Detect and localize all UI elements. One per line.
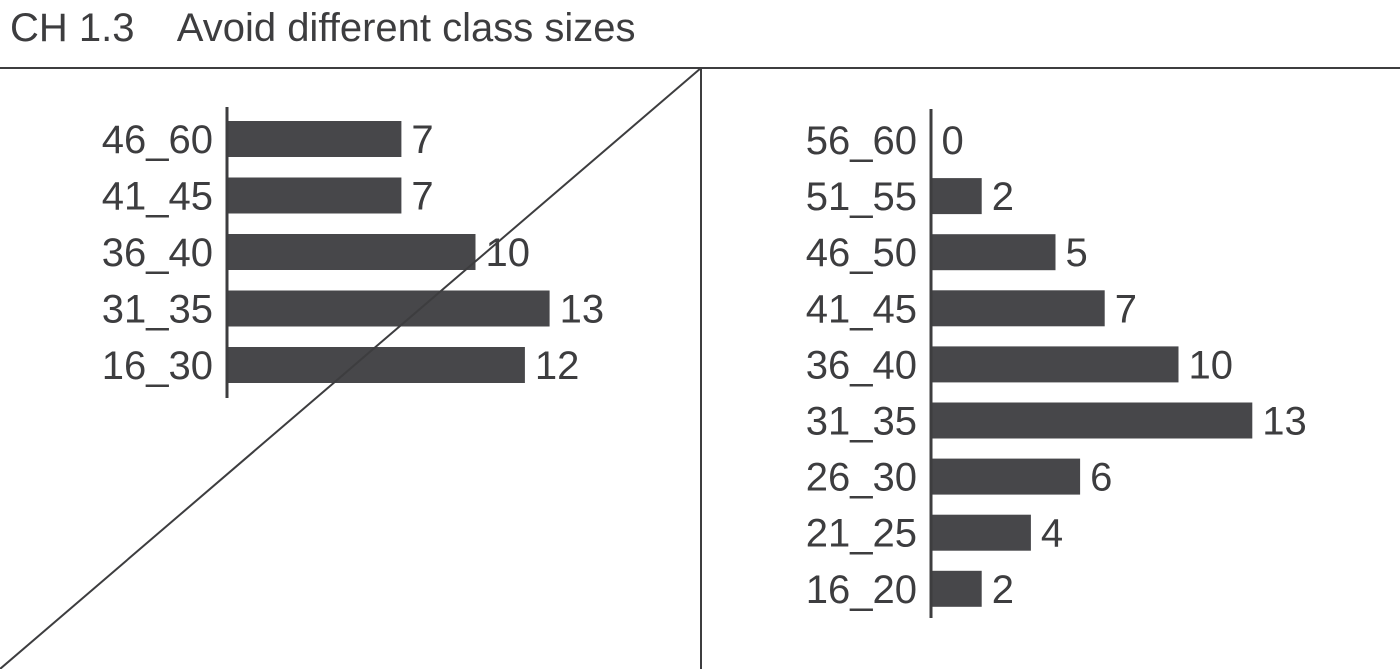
category-label-26_30: 26_30 (806, 456, 917, 500)
cross-out-line (0, 67, 702, 669)
bar-31_35 (932, 402, 1253, 439)
bad-chart-different-class-sizes: 46_60 7 41_45 7 36_40 10 31_35 13 16_30 12 (102, 107, 604, 398)
value-label-41_45: 7 (1115, 287, 1137, 331)
page-title: CH 1.3 Avoid different class sizes (10, 6, 636, 50)
value-label-31_35: 13 (1262, 400, 1307, 444)
value-label-41_45: 7 (411, 175, 433, 219)
bar-41_45 (932, 290, 1105, 327)
bar-41_45 (228, 177, 402, 214)
bar-16_30 (228, 347, 525, 383)
bar-36_40 (228, 234, 476, 270)
category-label-41_45: 41_45 (102, 175, 213, 219)
value-label-36_40: 10 (486, 231, 531, 275)
category-label-31_35: 31_35 (806, 400, 917, 444)
value-label-31_35: 13 (560, 288, 605, 332)
category-label-21_25: 21_25 (806, 512, 917, 556)
value-label-46_50: 5 (1066, 231, 1088, 275)
category-label-41_45: 41_45 (806, 287, 917, 331)
category-label-16_30: 16_30 (102, 344, 213, 388)
category-label-51_55: 51_55 (806, 175, 917, 219)
bar-16_20 (932, 570, 982, 607)
value-label-26_30: 6 (1090, 456, 1112, 500)
bar-26_30 (932, 458, 1081, 495)
bar-51_55 (932, 178, 982, 215)
category-label-46_60: 46_60 (102, 118, 213, 162)
value-label-56_60: 0 (942, 119, 964, 163)
value-label-51_55: 2 (992, 175, 1014, 219)
value-label-21_25: 4 (1041, 512, 1063, 556)
category-label-16_20: 16_20 (806, 568, 917, 612)
value-label-16_30: 12 (535, 344, 580, 388)
value-label-16_20: 2 (992, 568, 1014, 612)
bar-21_25 (932, 514, 1031, 551)
bar-46_60 (228, 121, 402, 157)
category-label-36_40: 36_40 (806, 343, 917, 387)
category-label-56_60: 56_60 (806, 119, 917, 163)
bar-36_40 (932, 346, 1179, 383)
value-label-36_40: 10 (1189, 343, 1234, 387)
category-label-46_50: 46_50 (806, 231, 917, 275)
value-label-46_60: 7 (411, 118, 433, 162)
category-label-31_35: 31_35 (102, 288, 213, 332)
bar-46_50 (932, 234, 1056, 271)
category-label-36_40: 36_40 (102, 231, 213, 275)
bar-31_35 (228, 290, 550, 327)
